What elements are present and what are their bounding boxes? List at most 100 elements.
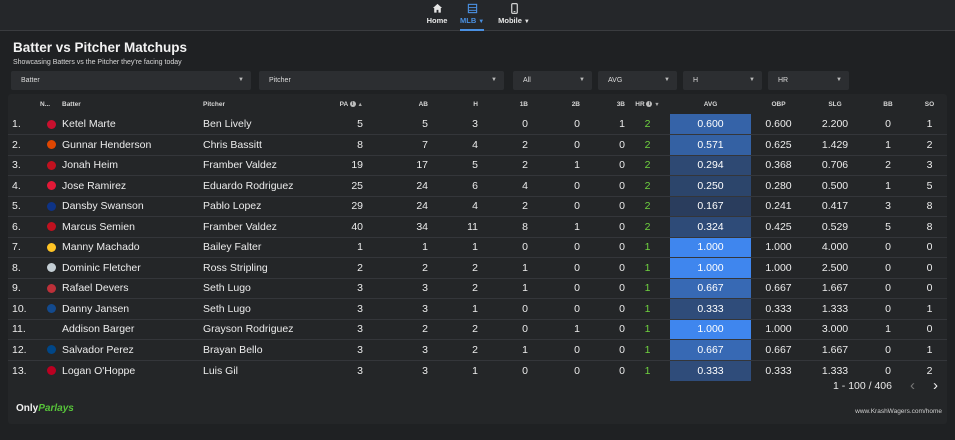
avg-value: 0.324 xyxy=(670,216,751,238)
col-header-num[interactable]: N... xyxy=(40,100,51,108)
3b-value: 0 xyxy=(580,237,625,258)
next-page-button[interactable]: › xyxy=(933,377,938,394)
so-value: 8 xyxy=(912,216,947,238)
hr-value: 1 xyxy=(625,319,670,340)
row-number: 10. xyxy=(8,298,40,320)
obp-value: 0.667 xyxy=(751,278,806,299)
table-row[interactable]: 3. Jonah Heim Framber Valdez 19 17 5 2 1 0 2 0.294… xyxy=(8,155,947,176)
obp-value: 1.000 xyxy=(751,319,806,340)
table-row[interactable]: 9. Rafael Devers Seth Lugo 3 3 2 1 0 0 1 0.667 0.66… xyxy=(8,278,947,299)
hr-value: 2 xyxy=(625,175,670,197)
pa-value: 3 xyxy=(357,364,363,377)
col-header-so[interactable]: SO xyxy=(924,100,935,108)
avg-value: 1.000 xyxy=(670,237,751,258)
ab-value: 3 xyxy=(363,298,428,320)
table-row[interactable]: 11. Addison Barger Grayson Rodriguez 3 2 2 0 1 0… xyxy=(8,319,947,340)
batter-name: Gunnar Henderson xyxy=(62,134,203,156)
3b-value: 0 xyxy=(580,134,625,156)
team-logo-icon xyxy=(40,175,62,197)
pagination-range: 1 - 100 / 406 xyxy=(833,380,892,392)
avg-value: 0.600 xyxy=(670,114,751,135)
pa-value: 3 xyxy=(318,319,363,340)
stat-filter-2[interactable]: H ▼ xyxy=(683,71,762,90)
batter-name: Dominic Fletcher xyxy=(62,257,203,279)
col-header-h[interactable]: H xyxy=(473,100,478,108)
pitcher-name: Ben Lively xyxy=(203,114,318,135)
col-header-ab[interactable]: AB xyxy=(418,100,428,108)
col-header-obp[interactable]: OBP xyxy=(771,100,786,108)
table-row[interactable]: 2. Gunnar Henderson Chris Bassitt 8 7 4 2 0 0 2 0.… xyxy=(8,134,947,156)
team-logo-icon xyxy=(46,304,56,314)
chevron-down-icon: ▼ xyxy=(523,19,530,25)
obp-value: 0.625 xyxy=(751,134,806,156)
1b-value: 2 xyxy=(478,155,528,176)
pitcher-name: Framber Valdez xyxy=(203,216,318,238)
ab-value: 7 xyxy=(363,134,428,156)
h-value: 1 xyxy=(472,364,478,377)
team-logo-icon xyxy=(46,222,56,232)
ab-value: 1 xyxy=(363,237,428,258)
team-logo-icon xyxy=(40,278,62,299)
col-header-pitcher[interactable]: Pitcher xyxy=(203,100,226,108)
avg-value: 0.571 xyxy=(670,134,751,156)
bb-value: 0 xyxy=(864,257,912,279)
table-row[interactable]: 12. Salvador Perez Brayan Bello 3 3 2 1 0 0 1 0.66… xyxy=(8,339,947,361)
2b-value: 0 xyxy=(528,278,580,299)
so-value: 2 xyxy=(926,364,933,377)
team-filter[interactable]: All ▼ xyxy=(513,71,592,90)
batter-name: Ketel Marte xyxy=(62,114,203,135)
col-header-slg[interactable]: SLG xyxy=(828,100,842,108)
team-logo-icon xyxy=(46,119,56,129)
bb-value: 0 xyxy=(864,114,912,135)
2b-value: 1 xyxy=(528,216,580,238)
row-number: 12. xyxy=(8,339,40,361)
pitcher-name: Framber Valdez xyxy=(203,155,318,176)
table-row[interactable]: 13. Logan O'Hoppe Luis Gil 3 3 1 0 0 0 1 0.333 0.33… xyxy=(8,360,947,381)
col-header-3b[interactable]: 3B xyxy=(616,100,625,108)
3b-value: 0 xyxy=(619,364,625,377)
stat-filter-1[interactable]: AVG ▼ xyxy=(598,71,677,90)
batter-filter[interactable]: Batter ▼ xyxy=(11,71,251,90)
sort-asc-icon: ▲ xyxy=(357,101,363,108)
1b-value: 0 xyxy=(522,364,528,377)
col-header-bb[interactable]: BB xyxy=(883,100,893,108)
table-row[interactable]: 6. Marcus Semien Framber Valdez 40 34 11 8 1 0 2 0… xyxy=(8,216,947,238)
row-number: 6. xyxy=(8,216,40,238)
col-header-hr[interactable]: HR i ▼ xyxy=(635,100,660,108)
table-row[interactable]: 8. Dominic Fletcher Ross Stripling 2 2 2 1 0 0 1 1… xyxy=(8,257,947,279)
table-row[interactable]: 5. Dansby Swanson Pablo Lopez 29 24 4 2 0 0 2 0.16… xyxy=(8,196,947,217)
col-header-2b[interactable]: 2B xyxy=(571,100,580,108)
pa-value: 8 xyxy=(318,134,363,156)
obp-value: 0.667 xyxy=(751,339,806,361)
pitcher-name: Ross Stripling xyxy=(203,257,318,279)
pitcher-name: Brayan Bello xyxy=(203,339,318,361)
col-header-avg[interactable]: AVG xyxy=(703,100,718,108)
col-header-batter[interactable]: Batter xyxy=(62,100,81,108)
page-subtitle: Showcasing Batters vs the Pitcher they'r… xyxy=(13,59,182,66)
nav-mobile[interactable]: Mobile ▼ xyxy=(498,3,530,31)
nav-mlb[interactable]: MLB ▼ xyxy=(460,3,484,31)
footer-url[interactable]: www.KrashWagers.com/home xyxy=(855,408,942,415)
ab-value: 5 xyxy=(363,114,428,135)
row-number: 1. xyxy=(8,114,40,135)
table-row[interactable]: 7. Manny Machado Bailey Falter 1 1 1 0 0 0 1 1.000… xyxy=(8,237,947,258)
nav-home[interactable]: Home xyxy=(426,3,448,31)
row-number: 5. xyxy=(8,196,40,217)
avg-value: 0.333 xyxy=(670,298,751,320)
1b-value: 1 xyxy=(478,278,528,299)
pitcher-filter[interactable]: Pitcher ▼ xyxy=(259,71,504,90)
so-value: 1 xyxy=(912,114,947,135)
table-row[interactable]: 10. Danny Jansen Seth Lugo 3 3 1 0 0 0 1 0.333 0.33… xyxy=(8,298,947,320)
obp-value: 0.333 xyxy=(765,364,792,377)
prev-page-button[interactable]: ‹ xyxy=(910,377,915,394)
pa-value: 29 xyxy=(318,196,363,217)
ab-value: 24 xyxy=(363,175,428,197)
h-value: 4 xyxy=(428,196,478,217)
col-header-1b[interactable]: 1B xyxy=(519,100,528,108)
team-logo-icon xyxy=(46,366,56,376)
dropdown-arrow-icon: ▼ xyxy=(491,77,497,83)
stat-filter-3[interactable]: HR ▼ xyxy=(768,71,849,90)
table-row[interactable]: 4. Jose Ramirez Eduardo Rodriguez 25 24 6 4 0 0 2… xyxy=(8,175,947,197)
table-row[interactable]: 1. Ketel Marte Ben Lively 5 5 3 0 0 1 2 0.600 0.600… xyxy=(8,114,947,135)
col-header-pa[interactable]: PA i ▲ xyxy=(339,100,363,108)
